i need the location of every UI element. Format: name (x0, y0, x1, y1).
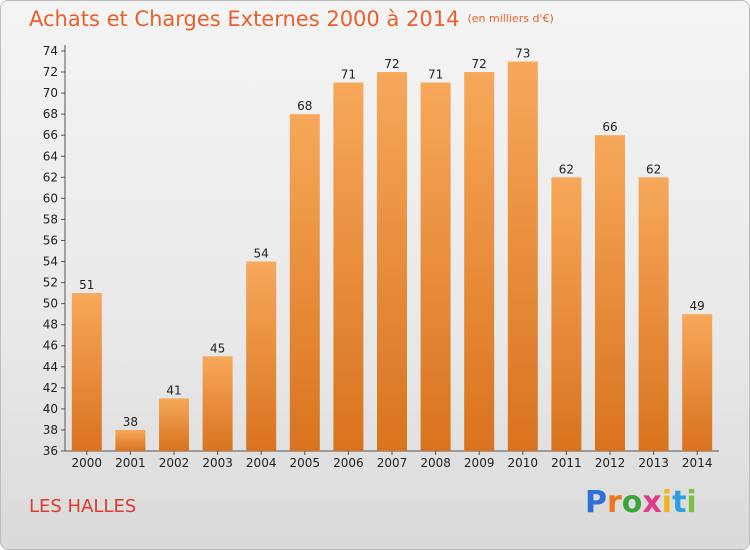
data-label: 73 (515, 47, 530, 61)
x-tick-label: 2005 (290, 456, 321, 470)
x-tick-label: 2012 (595, 456, 626, 470)
x-tick-label: 2007 (377, 456, 408, 470)
x-tick-label: 2000 (72, 456, 103, 470)
x-tick-label: 2008 (420, 456, 451, 470)
bar (682, 314, 713, 451)
y-tick-label: 66 (43, 128, 58, 142)
x-tick-label: 2002 (159, 456, 190, 470)
y-tick-label: 70 (43, 86, 58, 100)
y-tick-label: 48 (43, 318, 58, 332)
bar (246, 261, 277, 451)
x-tick-label: 2001 (115, 456, 146, 470)
x-tick-label: 2013 (638, 456, 669, 470)
title-text: Achats et Charges Externes 2000 à 2014 (29, 7, 460, 31)
x-tick-label: 2003 (202, 456, 233, 470)
logo-letter: i (686, 485, 697, 520)
data-label: 51 (79, 278, 94, 292)
data-label: 66 (602, 120, 617, 134)
data-label: 41 (166, 383, 181, 397)
y-tick-label: 50 (43, 297, 58, 311)
data-label: 54 (254, 247, 269, 261)
y-tick-label: 36 (43, 444, 58, 458)
chart-title: Achats et Charges Externes 2000 à 2014 (e… (29, 7, 554, 31)
y-tick-label: 52 (43, 276, 58, 290)
x-tick-label: 2006 (333, 456, 364, 470)
x-tick-label: 2009 (464, 456, 495, 470)
unit-label: (en milliers d'€) (467, 12, 554, 25)
bar (551, 177, 582, 451)
bar (159, 398, 189, 451)
bar (202, 356, 233, 451)
bar (115, 429, 146, 451)
bar (507, 61, 538, 452)
y-tick-label: 72 (43, 65, 58, 79)
x-tick-label: 2014 (682, 456, 713, 470)
data-label: 49 (690, 299, 705, 313)
bar (333, 82, 364, 451)
bar (464, 72, 495, 451)
bar (289, 114, 320, 451)
y-tick-label: 46 (43, 339, 58, 353)
y-tick-label: 60 (43, 191, 58, 205)
data-label: 72 (472, 57, 487, 71)
bar (420, 82, 451, 451)
bar (71, 293, 102, 451)
y-tick-label: 40 (43, 402, 58, 416)
bar (595, 135, 625, 452)
data-label: 62 (559, 162, 574, 176)
x-tick-label: 2004 (246, 456, 277, 470)
logo-letter: P (585, 485, 607, 520)
proxiti-logo: Proxiti (585, 485, 697, 520)
bar (377, 72, 407, 451)
data-label: 38 (123, 415, 138, 429)
y-tick-label: 58 (43, 212, 58, 226)
y-tick-label: 74 (43, 44, 58, 58)
data-label: 71 (428, 68, 443, 82)
data-label: 71 (341, 68, 356, 82)
y-tick-label: 64 (43, 149, 58, 163)
data-label: 68 (297, 99, 312, 113)
y-tick-label: 54 (43, 255, 58, 269)
data-label: 72 (384, 57, 399, 71)
commune-name: LES HALLES (29, 496, 137, 517)
y-tick-label: 62 (43, 170, 58, 184)
y-tick-label: 42 (43, 381, 58, 395)
data-label: 62 (646, 162, 661, 176)
x-tick-label: 2010 (508, 456, 539, 470)
data-label: 45 (210, 341, 225, 355)
y-tick-label: 38 (43, 423, 58, 437)
y-tick-label: 68 (43, 107, 58, 121)
x-tick-label: 2011 (551, 456, 582, 470)
logo-letter: t (672, 485, 687, 520)
bar (638, 177, 669, 451)
logo-letter: i (661, 485, 673, 520)
logo-letter: r (607, 485, 622, 520)
y-tick-label: 44 (43, 360, 58, 374)
logo-letter: x (642, 485, 662, 520)
y-tick-label: 56 (43, 233, 58, 247)
logo-letter: o (621, 485, 643, 520)
